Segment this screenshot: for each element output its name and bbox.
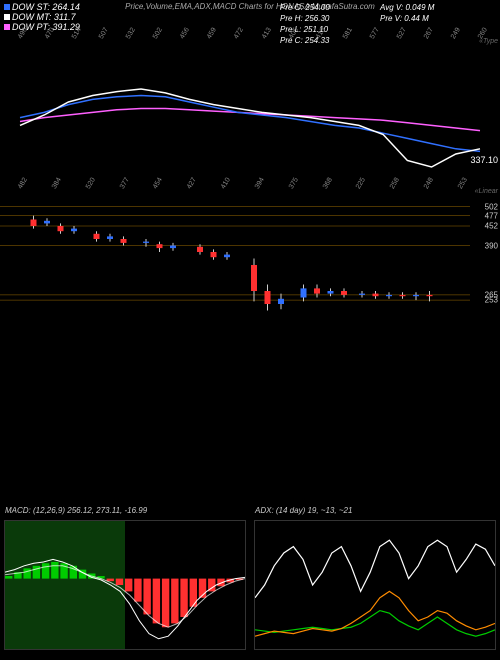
pre-vol: Pre V: 0.44 M [380,13,434,24]
volume-block: Avg V: 0.049 M Pre V: 0.44 M [380,2,434,24]
scale-label: «Linear [475,188,498,195]
candle-panel[interactable]: «Linear 48238452037745442741039437536822… [0,200,500,330]
candle-chart [0,200,500,330]
y-tick: 477 [485,211,498,220]
legend-block: DOW ST: 264.14DOW MT: 311.7DOW PT: 391.2… [4,2,80,32]
macd-panel[interactable]: MACD: (12,26,9) 256.12, 273.11, -16.99 [4,520,246,650]
price-panel[interactable]: «Type 4964705145075325024564594724134054… [0,50,500,180]
y-tick: 452 [485,222,498,231]
legend-item: DOW ST: 264.14 [4,2,80,12]
pre-open: Pre O: 254.00 [280,2,330,13]
avg-vol: Avg V: 0.049 M [380,2,434,13]
price-chart [0,50,500,180]
ohlc-block: Pre O: 254.00 Pre H: 256.30 Pre L: 251.1… [280,2,330,46]
y-tick: 502 [485,202,498,211]
legend-item: DOW MT: 311.7 [4,12,80,22]
last-price-label: 337.10 [470,155,498,165]
y-tick: 390 [485,241,498,250]
indicator-row: MACD: (12,26,9) 256.12, 273.11, -16.99 A… [4,520,496,650]
adx-label: ADX: (14 day) 19, ~13, ~21 [255,506,500,515]
pre-high: Pre H: 256.30 [280,13,330,24]
macd-chart [5,521,245,649]
y-tick: 253 [485,296,498,305]
adx-chart [255,521,495,649]
macd-label: MACD: (12,26,9) 256.12, 273.11, -16.99 [5,506,255,515]
adx-panel[interactable]: ADX: (14 day) 19, ~13, ~21 [254,520,496,650]
legend-item: DOW PT: 391.29 [4,22,80,32]
